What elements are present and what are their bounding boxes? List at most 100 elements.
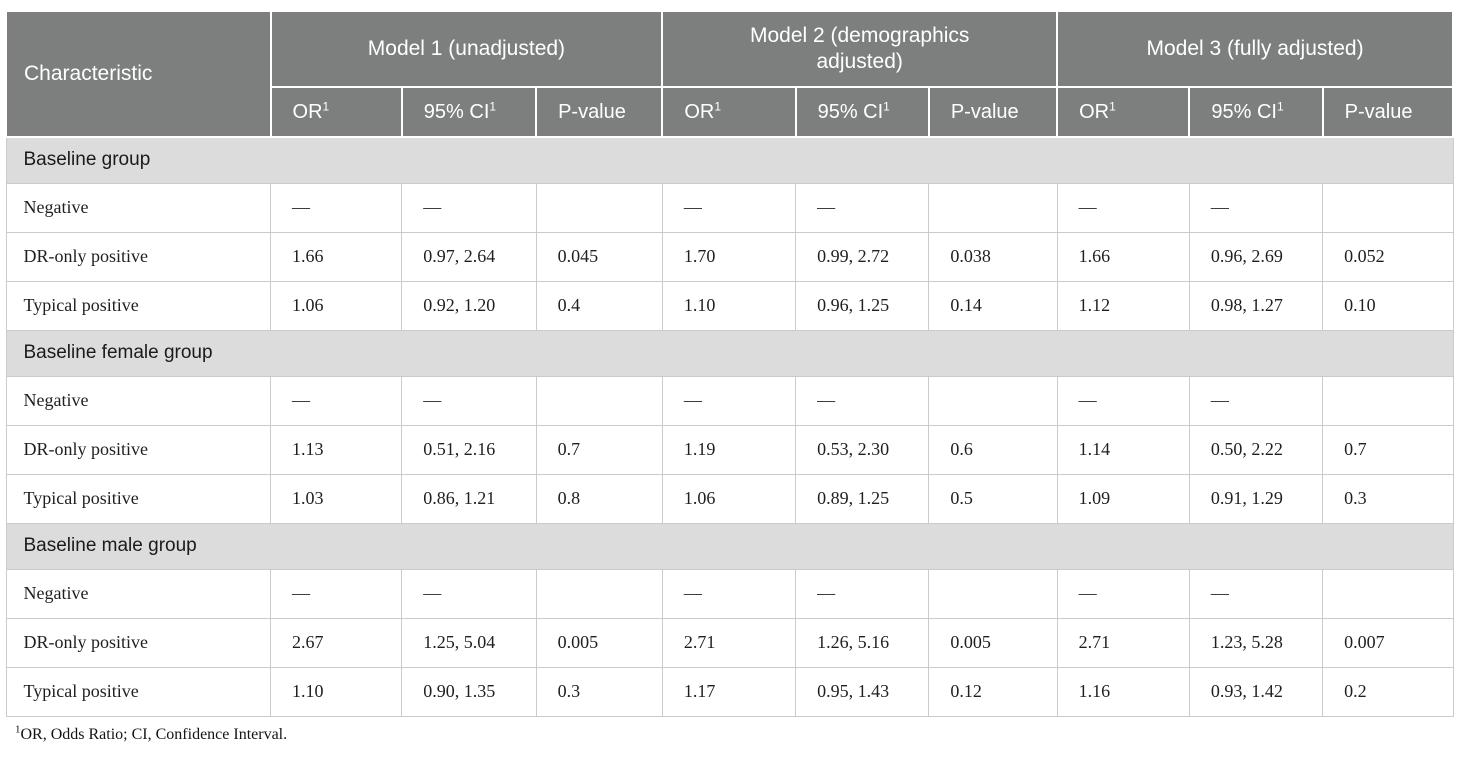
data-cell: — [270, 375, 403, 426]
data-cell: 0.4 [535, 280, 663, 331]
data-cell: 0.51, 2.16 [401, 424, 537, 475]
data-cell: — [1188, 182, 1324, 233]
data-cell: 1.66 [270, 231, 403, 282]
data-cell: 1.12 [1056, 280, 1190, 331]
pvalue-header: P-value [535, 86, 664, 138]
row-label: DR-only positive [5, 617, 272, 668]
data-cell: 0.50, 2.22 [1188, 424, 1324, 475]
data-cell [535, 568, 663, 619]
data-cell: 0.99, 2.72 [795, 231, 930, 282]
data-cell: 1.66 [1056, 231, 1190, 282]
row-label: DR-only positive [5, 424, 272, 475]
data-cell: 1.23, 5.28 [1188, 617, 1324, 668]
table-row: Typical positive 1.03 0.86, 1.21 0.8 1.06 0.8… [5, 473, 1454, 524]
data-cell: 1.25, 5.04 [401, 617, 537, 668]
pvalue-label: P-value [558, 100, 626, 123]
data-cell: 0.96, 2.69 [1188, 231, 1324, 282]
data-cell [1322, 182, 1454, 233]
data-cell: 0.93, 1.42 [1188, 666, 1324, 717]
section-title: Baseline male group [5, 522, 1454, 570]
data-cell [928, 182, 1058, 233]
data-cell: 0.7 [535, 424, 663, 475]
data-cell: 0.53, 2.30 [795, 424, 930, 475]
data-cell: 0.95, 1.43 [795, 666, 930, 717]
data-cell: 0.86, 1.21 [401, 473, 537, 524]
or-header: OR1 [269, 86, 403, 138]
data-cell: 0.14 [928, 280, 1058, 331]
data-cell: 0.12 [928, 666, 1058, 717]
data-cell: 1.03 [270, 473, 403, 524]
data-cell: 0.005 [928, 617, 1058, 668]
ci-footnote-mark: 1 [1276, 98, 1284, 113]
table-row: Negative — — — — — — [5, 568, 1454, 619]
ci-label: 95% CI [817, 100, 884, 123]
data-cell: 0.052 [1322, 231, 1454, 282]
section-header-row: Baseline group [5, 136, 1454, 184]
ci-header: 95% CI1 [794, 86, 930, 138]
data-cell [535, 182, 663, 233]
data-cell: 1.26, 5.16 [795, 617, 930, 668]
data-cell: 0.007 [1322, 617, 1454, 668]
ci-label: 95% CI [423, 100, 490, 123]
data-cell: — [270, 182, 403, 233]
data-cell: — [661, 182, 797, 233]
data-cell: 1.70 [661, 231, 797, 282]
data-cell: — [795, 568, 930, 619]
row-label: Typical positive [5, 280, 272, 331]
table-row: Typical positive 1.10 0.90, 1.35 0.3 1.17 0.9… [5, 666, 1454, 717]
page: Characteristic Model 1 (unadjusted) Mode… [5, 10, 1455, 743]
data-cell [928, 568, 1058, 619]
or-label: OR [684, 100, 715, 123]
data-cell: — [1188, 568, 1324, 619]
sub-header-row: OR1 95% CI1 P-value OR1 95% CI1 P-value … [6, 86, 1455, 138]
data-cell: — [1056, 182, 1190, 233]
model-header-row: Characteristic Model 1 (unadjusted) Mode… [5, 10, 1454, 138]
pvalue-header: P-value [1321, 86, 1455, 138]
or-footnote-mark: 1 [714, 98, 721, 113]
section-header-row: Baseline female group [5, 329, 1454, 377]
footnote-text: OR, Odds Ratio; CI, Confidence Interval. [20, 725, 288, 743]
data-cell: 0.96, 1.25 [795, 280, 930, 331]
data-cell: 1.17 [661, 666, 797, 717]
or-header: OR1 [661, 86, 797, 138]
pvalue-header: P-value [927, 86, 1059, 138]
data-cell: 1.09 [1056, 473, 1190, 524]
table-header: Characteristic Model 1 (unadjusted) Mode… [5, 10, 1455, 138]
data-cell: — [401, 375, 537, 426]
data-cell: 1.13 [270, 424, 403, 475]
data-cell: 1.19 [661, 424, 797, 475]
footnote-mark: 1 [15, 723, 21, 736]
data-cell: 2.67 [270, 617, 403, 668]
data-cell: — [1056, 568, 1190, 619]
section-header-row: Baseline male group [5, 522, 1454, 570]
data-cell: 0.10 [1322, 280, 1454, 331]
data-cell: 0.92, 1.20 [401, 280, 537, 331]
ci-header: 95% CI1 [400, 86, 538, 138]
data-cell: 1.10 [270, 666, 403, 717]
data-cell: 0.045 [535, 231, 663, 282]
data-cell: — [1188, 375, 1324, 426]
table-row: Negative — — — — — — [5, 182, 1454, 233]
data-cell: — [270, 568, 403, 619]
characteristic-header: Characteristic [5, 10, 272, 138]
or-footnote-mark: 1 [1109, 98, 1116, 113]
data-cell: 1.06 [661, 473, 797, 524]
data-cell: 2.71 [661, 617, 797, 668]
data-cell: — [661, 568, 797, 619]
table-row: Typical positive 1.06 0.92, 1.20 0.4 1.10 0.9… [5, 280, 1454, 331]
data-cell: 0.3 [1322, 473, 1454, 524]
data-cell: 0.6 [928, 424, 1058, 475]
data-cell [1322, 568, 1454, 619]
data-cell: 2.71 [1056, 617, 1190, 668]
or-footnote-mark: 1 [322, 98, 330, 113]
or-label: OR [1079, 100, 1110, 123]
row-label: Typical positive [5, 666, 272, 717]
data-cell: 0.89, 1.25 [795, 473, 930, 524]
model1-header: Model 1 (unadjusted) [269, 10, 664, 88]
table-row: DR-only positive 1.66 0.97, 2.64 0.045 1.70 0… [5, 231, 1454, 282]
data-cell: 1.16 [1056, 666, 1190, 717]
row-label: Negative [5, 375, 272, 426]
data-cell: — [661, 375, 797, 426]
pvalue-label: P-value [1344, 100, 1413, 123]
table-body: Baseline group Negative — — — — — — DR-only posi… [5, 136, 1454, 717]
